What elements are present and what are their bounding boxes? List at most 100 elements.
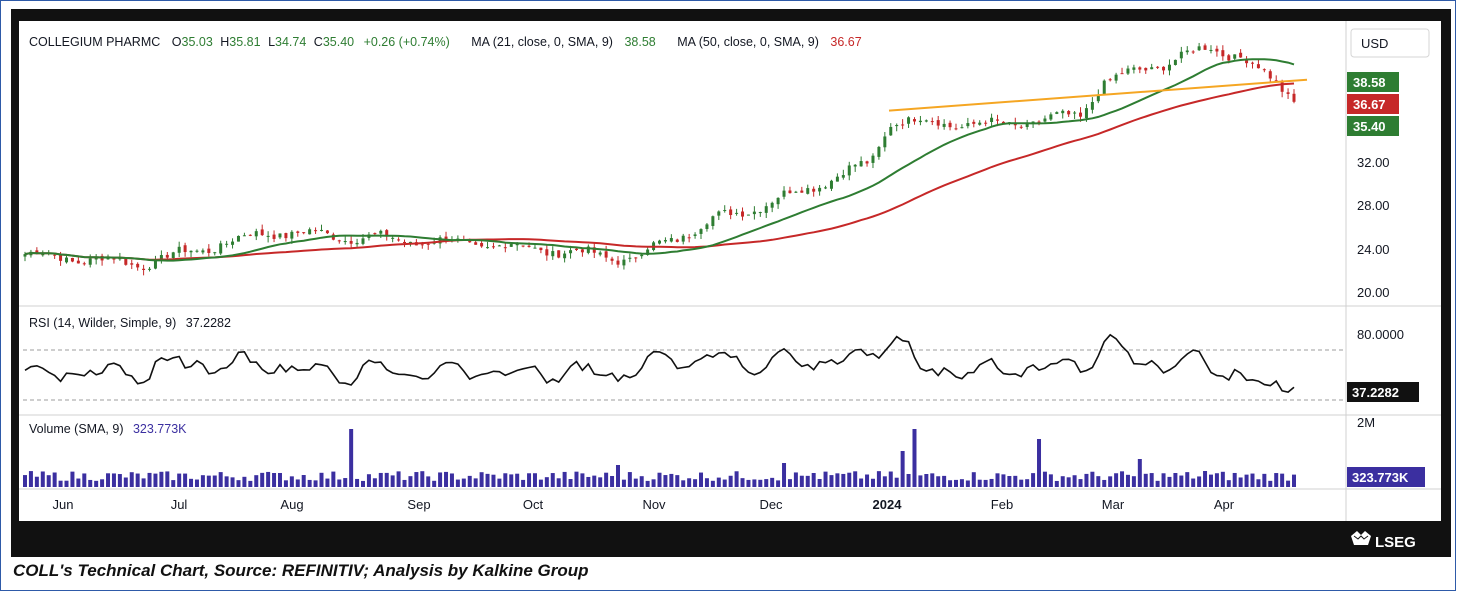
time-axis: Jun Jul Aug Sep Oct Nov Dec 2024 Feb Mar Apr	[53, 497, 1235, 512]
volume-bar	[88, 479, 93, 487]
candle	[296, 230, 300, 237]
volume-bar	[562, 471, 567, 487]
volume-bar	[491, 474, 496, 487]
candle	[924, 119, 928, 123]
candle-body	[622, 259, 626, 266]
volume-bar	[366, 474, 371, 487]
candle-body	[1239, 52, 1243, 58]
volume-bar	[58, 480, 63, 487]
volume-bar	[835, 473, 840, 487]
volume-bar	[1078, 479, 1083, 487]
candle	[551, 246, 555, 260]
volume-bar	[556, 478, 561, 487]
candle	[841, 169, 845, 180]
candle-body	[1061, 110, 1065, 114]
candle	[658, 239, 661, 245]
volume-bar	[1268, 480, 1273, 487]
candle	[1245, 56, 1249, 68]
volume-bar	[1102, 479, 1107, 487]
candle	[1191, 50, 1195, 54]
candle	[497, 244, 501, 247]
candle-body	[640, 254, 644, 257]
candle-body	[1049, 114, 1053, 120]
rsi-line	[24, 333, 1295, 393]
volume-label: Volume (SMA, 9)	[29, 422, 123, 436]
candle-body	[1185, 50, 1189, 53]
candle	[877, 145, 881, 160]
candle	[153, 255, 157, 270]
volume-bar	[254, 475, 259, 487]
svg-text:COLLEGIUM PHARMC O35.0: COLLEGIUM PHARMC O35.03 H35.81 L34.74 C3…	[29, 35, 862, 49]
volume-bar	[770, 477, 775, 487]
candle-body	[236, 235, 240, 242]
volume-bar	[1019, 479, 1024, 487]
candle	[1108, 78, 1112, 82]
candle	[723, 205, 727, 213]
candle-body	[1286, 92, 1290, 94]
volume-bar	[272, 473, 277, 487]
candle-body	[735, 212, 739, 214]
volume-bar	[212, 475, 217, 487]
candle	[640, 254, 644, 259]
volume-bar	[538, 479, 543, 487]
currency-button-label: USD	[1361, 36, 1388, 51]
candle	[171, 251, 175, 259]
candle-body	[242, 235, 246, 237]
candle	[1185, 46, 1189, 55]
volume-bar	[811, 473, 816, 487]
rsi-label: RSI (14, Wilder, Simple, 9)	[29, 316, 176, 330]
candle	[1120, 67, 1124, 75]
candle	[1286, 88, 1290, 99]
ma50-line	[24, 82, 1295, 261]
price-tick-28: 28.00	[1357, 198, 1390, 213]
candle	[616, 256, 620, 268]
volume-bar	[230, 477, 235, 487]
candle	[1215, 45, 1219, 57]
price-tick-20: 20.00	[1357, 285, 1390, 300]
candle-body	[551, 251, 555, 257]
candle-body	[705, 224, 709, 229]
candle-body	[1245, 59, 1249, 64]
candle	[53, 254, 57, 259]
volume-bar	[699, 472, 704, 487]
candle-body	[545, 249, 549, 256]
candle	[1262, 68, 1266, 73]
candle	[960, 124, 964, 129]
candle-body	[1221, 50, 1225, 57]
candle	[1268, 69, 1272, 83]
candle-body	[912, 119, 916, 122]
candle	[148, 266, 152, 272]
candle	[889, 123, 893, 136]
candle-body	[669, 237, 673, 242]
candle-body	[1173, 59, 1177, 65]
volume-bar	[853, 471, 858, 487]
currency-button[interactable]: USD	[1350, 28, 1430, 58]
candle	[82, 261, 86, 266]
volume-bar	[1120, 471, 1125, 487]
candle	[195, 249, 199, 253]
volume-bar	[277, 472, 282, 487]
candle	[907, 116, 911, 128]
candle	[1280, 79, 1284, 98]
volume-bar	[728, 475, 733, 487]
candle-body	[314, 230, 318, 232]
volume-bar	[355, 478, 360, 487]
month-label: Jul	[171, 497, 188, 512]
volume-bar	[64, 480, 69, 487]
volume-bar	[206, 475, 211, 487]
volume-bar	[295, 479, 300, 487]
volume-bar	[1250, 473, 1255, 487]
candle-body	[1073, 112, 1077, 114]
lseg-logo: LSEG	[1351, 531, 1416, 551]
candle	[782, 186, 786, 200]
candle-body	[954, 128, 958, 130]
volume-bar	[544, 477, 549, 487]
candle-body	[225, 243, 229, 245]
volume-bar	[153, 473, 158, 487]
chart-caption: COLL's Technical Chart, Source: REFINITI…	[13, 561, 589, 580]
candle	[1025, 119, 1029, 130]
volume-bar	[734, 471, 739, 487]
volume-bar	[870, 478, 875, 487]
candle	[1156, 66, 1160, 69]
candle	[835, 173, 839, 182]
